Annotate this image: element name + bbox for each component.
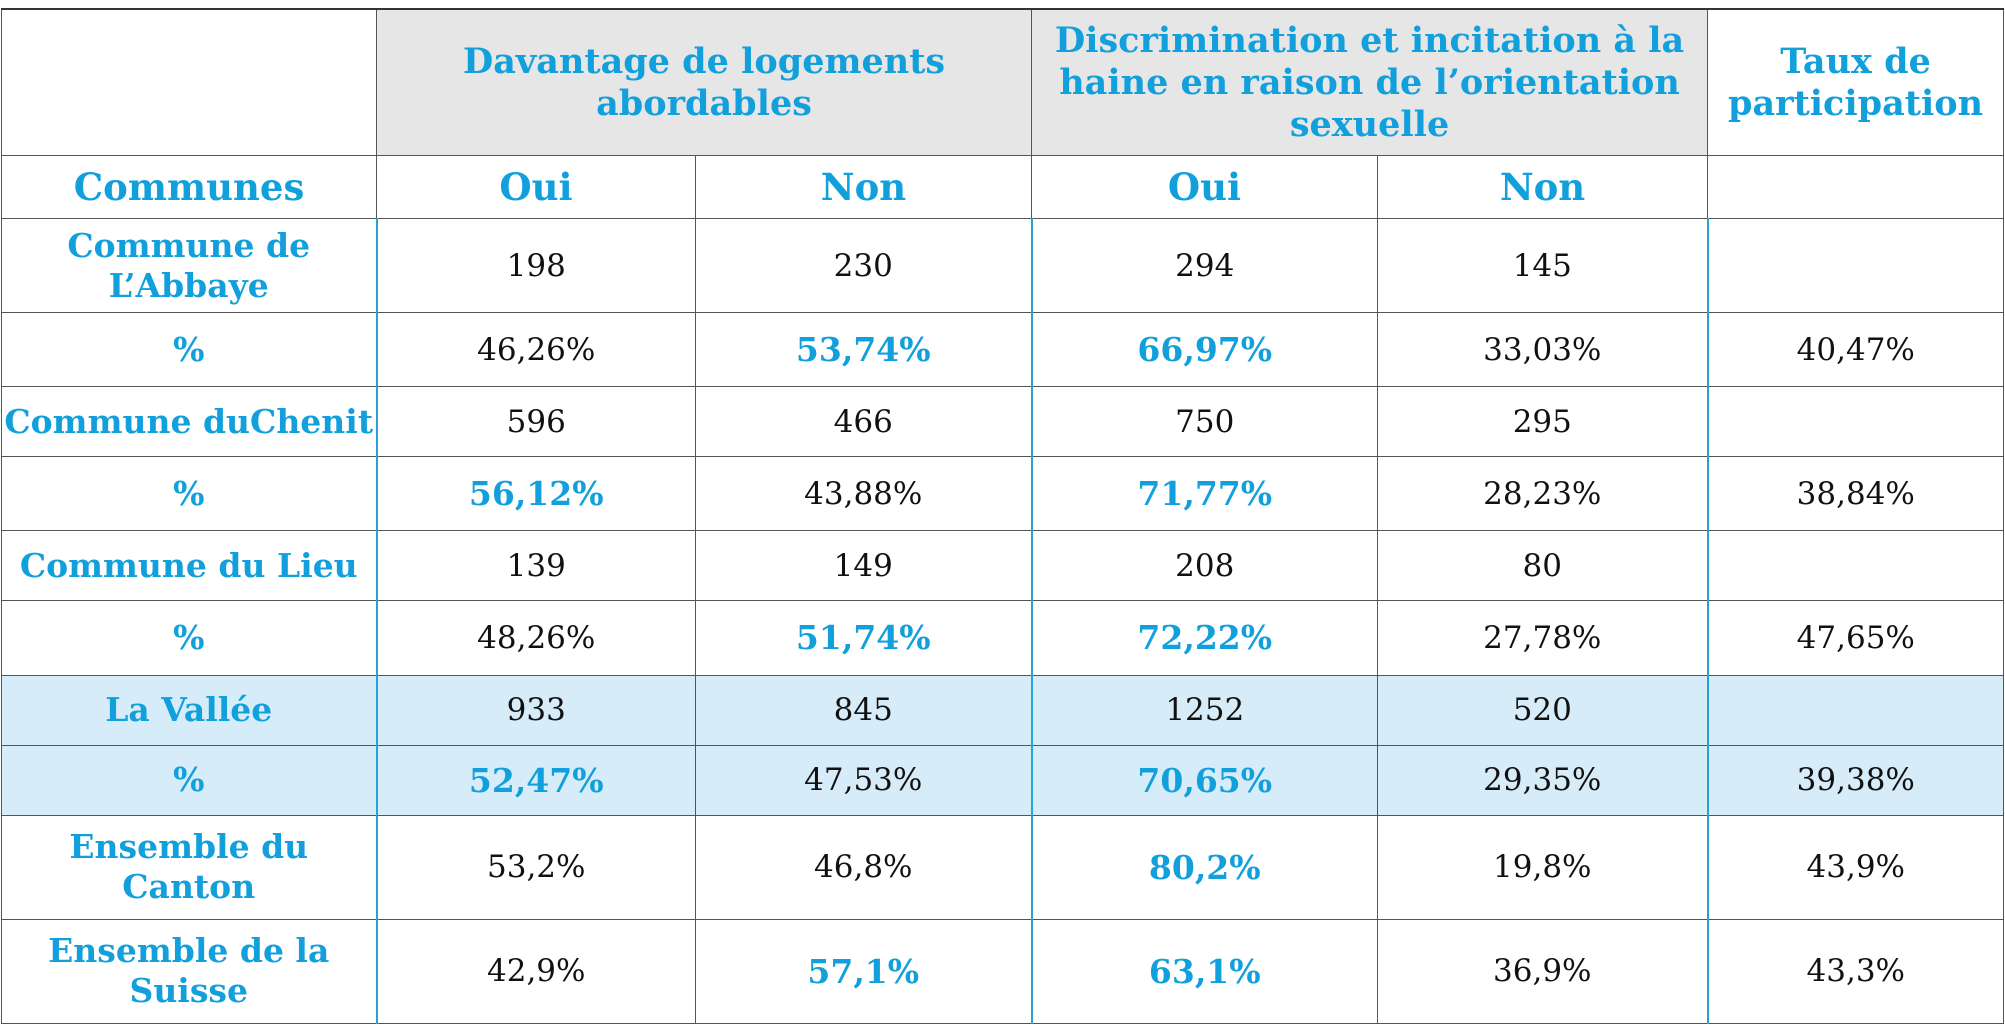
cell-participation: [1706, 218, 2005, 314]
header-participation: Taux de participation: [1707, 8, 2005, 156]
cell-disc-oui: 66,97%: [1030, 312, 1379, 388]
cell-disc-non: 33,03%: [1377, 312, 1709, 388]
cell-disc-non: 19,8%: [1377, 815, 1709, 920]
cell-housing-non: 47,53%: [694, 745, 1033, 816]
cell-disc-oui: 63,1%: [1030, 919, 1379, 1025]
group-header-row: Davantage de logements abordables Discri…: [1, 8, 2005, 156]
cell-participation: 40,47%: [1706, 312, 2005, 388]
cell-disc-oui: 70,65%: [1030, 745, 1379, 816]
cell-disc-non: 520: [1377, 675, 1709, 746]
header-discrimination: Discrimination et incitation à la haine …: [1031, 8, 1709, 156]
cell-housing-non: 51,74%: [694, 600, 1033, 676]
cell-disc-oui: 750: [1030, 386, 1379, 458]
header-housing-non: Non: [694, 155, 1033, 219]
table-row: Commune de L’Abbaye 198 230 294 145: [1, 218, 2005, 314]
row-label: Commune du Lieu: [1, 530, 378, 602]
cell-housing-oui: 46,26%: [376, 312, 696, 388]
table-row: % 56,12% 43,88% 71,77% 28,23% 38,84%: [1, 456, 2005, 532]
table-row: % 52,47% 47,53% 70,65% 29,35% 39,38%: [1, 745, 2005, 816]
row-label: Commune duChenit: [1, 386, 378, 458]
header-disc-non: Non: [1377, 155, 1709, 219]
cell-disc-non: 145: [1377, 218, 1709, 314]
row-label: La Vallée: [1, 675, 378, 746]
cell-housing-oui: 933: [376, 675, 696, 746]
cell-disc-oui: 80,2%: [1030, 815, 1379, 920]
table-row: La Vallée 933 845 1252 520: [1, 675, 2005, 746]
cell-participation: 39,38%: [1706, 745, 2005, 816]
cell-participation: 43,3%: [1706, 919, 2005, 1025]
row-label: Commune de L’Abbaye: [1, 218, 378, 314]
cell-participation: [1706, 386, 2005, 458]
cell-housing-oui: 56,12%: [376, 456, 696, 532]
results-table: Davantage de logements abordables Discri…: [1, 8, 2005, 1025]
table-row: % 46,26% 53,74% 66,97% 33,03% 40,47%: [1, 312, 2005, 388]
table-row: Ensemble du Canton 53,2% 46,8% 80,2% 19,…: [1, 815, 2005, 920]
cell-disc-non: 27,78%: [1377, 600, 1709, 676]
cell-disc-oui: 72,22%: [1030, 600, 1379, 676]
cell-housing-non: 230: [694, 218, 1033, 314]
cell-housing-non: 57,1%: [694, 919, 1033, 1025]
cell-housing-oui: 198: [376, 218, 696, 314]
cell-housing-oui: 139: [376, 530, 696, 602]
cell-participation: 43,9%: [1706, 815, 2005, 920]
cell-disc-non: 80: [1377, 530, 1709, 602]
cell-housing-non: 845: [694, 675, 1033, 746]
cell-disc-oui: 71,77%: [1030, 456, 1379, 532]
cell-participation: 38,84%: [1706, 456, 2005, 532]
cell-disc-non: 295: [1377, 386, 1709, 458]
blank-header-cell: [1, 8, 377, 156]
cell-disc-oui: 208: [1030, 530, 1379, 602]
header-participation-blank: [1707, 155, 2005, 219]
cell-housing-non: 149: [694, 530, 1033, 602]
cell-participation: 47,65%: [1706, 600, 2005, 676]
cell-housing-non: 53,74%: [694, 312, 1033, 388]
cell-disc-oui: 294: [1030, 218, 1379, 314]
table-row: % 48,26% 51,74% 72,22% 27,78% 47,65%: [1, 600, 2005, 676]
cell-housing-oui: 596: [376, 386, 696, 458]
cell-participation: [1706, 530, 2005, 602]
cell-disc-non: 28,23%: [1377, 456, 1709, 532]
row-label: %: [1, 745, 378, 816]
cell-housing-oui: 52,47%: [376, 745, 696, 816]
cell-disc-non: 36,9%: [1377, 919, 1709, 1025]
row-label: Ensemble du Canton: [1, 815, 378, 920]
row-label: Ensemble de la Suisse: [1, 919, 378, 1025]
header-communes: Communes: [1, 155, 377, 219]
row-label: %: [1, 456, 378, 532]
header-disc-oui: Oui: [1031, 155, 1379, 219]
cell-housing-oui: 48,26%: [376, 600, 696, 676]
row-label: %: [1, 600, 378, 676]
table-row: Ensemble de la Suisse 42,9% 57,1% 63,1% …: [1, 919, 2005, 1025]
table-row: Commune duChenit 596 466 750 295: [1, 386, 2005, 458]
cell-disc-non: 29,35%: [1377, 745, 1709, 816]
cell-housing-non: 46,8%: [694, 815, 1033, 920]
sub-header-row: Communes Oui Non Oui Non: [1, 155, 2005, 219]
cell-housing-non: 466: [694, 386, 1033, 458]
header-housing: Davantage de logements abordables: [375, 8, 1033, 156]
cell-housing-non: 43,88%: [694, 456, 1033, 532]
cell-housing-oui: 53,2%: [376, 815, 696, 920]
cell-disc-oui: 1252: [1030, 675, 1379, 746]
row-label: %: [1, 312, 378, 388]
table-row: Commune du Lieu 139 149 208 80: [1, 530, 2005, 602]
cell-housing-oui: 42,9%: [376, 919, 696, 1025]
header-housing-oui: Oui: [376, 155, 696, 219]
cell-participation: [1706, 675, 2005, 746]
